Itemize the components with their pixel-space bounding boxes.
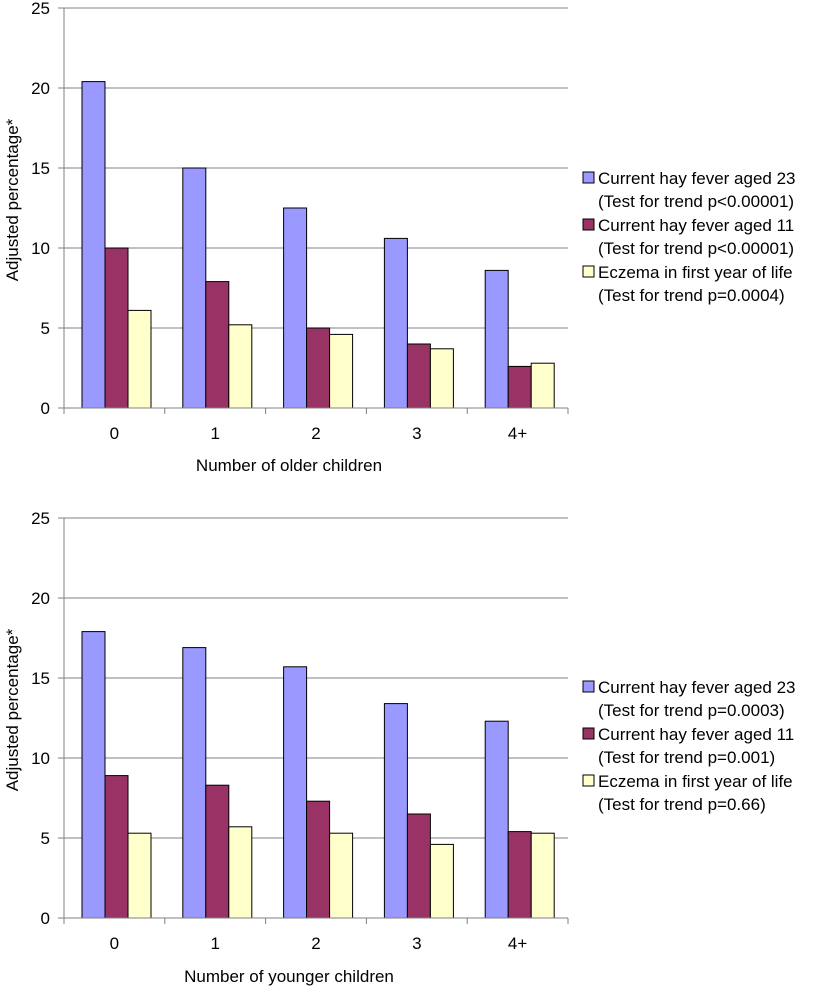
y-tick-label: 15	[31, 159, 50, 178]
y-tick-label: 25	[31, 509, 50, 528]
bar-younger-series3-cat3	[429, 843, 454, 919]
x-tick-label: 4+	[508, 934, 527, 953]
legend-swatch	[582, 727, 595, 740]
bar-older-series2-cat4	[507, 365, 532, 409]
bar-older-series2-cat0	[104, 247, 129, 409]
bar-younger-series2-cat4	[507, 831, 532, 919]
bar-older-series3-cat0	[127, 309, 152, 409]
legend-entry-trend: (Test for trend p=0.0004)	[598, 286, 785, 305]
bar-older-series2-cat3	[406, 343, 431, 409]
y-tick-label: 20	[31, 79, 50, 98]
y-tick-label: 10	[31, 749, 50, 768]
bar-younger-series1-cat2	[283, 666, 308, 919]
legend-entry-name: Current hay fever aged 11	[598, 216, 794, 235]
x-tick-label: 0	[110, 424, 119, 443]
x-tick-label: 1	[210, 934, 219, 953]
bar-older-series1-cat4	[484, 269, 509, 409]
x-tick-label: 1	[210, 424, 219, 443]
legend-entry-name: Eczema in first year of life	[598, 263, 793, 282]
y-tick-label: 25	[31, 0, 50, 18]
y-tick-label: 15	[31, 669, 50, 688]
bar-younger-series1-cat4	[484, 720, 509, 919]
bar-younger-series1-cat3	[383, 703, 408, 919]
x-tick-label: 4+	[508, 424, 527, 443]
legend-swatch	[582, 680, 595, 693]
bar-younger-series3-cat4	[530, 832, 555, 919]
legend-entry-name: Eczema in first year of life	[598, 772, 793, 791]
bar-older-series1-cat3	[383, 237, 408, 409]
legend-entry-trend: (Test for trend p=0.001)	[598, 748, 775, 767]
bar-older-series1-cat0	[81, 81, 106, 409]
legend-entry-name: Current hay fever aged 23	[598, 678, 796, 697]
legend-entry-trend: (Test for trend p<0.00001)	[598, 239, 794, 258]
bar-younger-series2-cat0	[104, 775, 129, 919]
bar-younger-series3-cat1	[228, 826, 253, 919]
x-axis-title: Number of younger children	[184, 967, 394, 986]
bar-older-series1-cat2	[283, 207, 308, 409]
x-tick-label: 3	[412, 934, 421, 953]
bar-younger-series3-cat0	[127, 832, 152, 919]
legend-entry-trend: (Test for trend p=0.0003)	[598, 701, 785, 720]
legend-swatch	[582, 171, 595, 184]
bar-older-series3-cat1	[228, 324, 253, 409]
legend-entry-trend: (Test for trend p<0.00001)	[598, 192, 794, 211]
bar-younger-series1-cat0	[81, 631, 106, 919]
bar-younger-series3-cat2	[329, 832, 354, 919]
y-tick-label: 20	[31, 589, 50, 608]
x-axis-title: Number of older children	[196, 456, 382, 475]
bar-older-series3-cat3	[429, 348, 454, 409]
legend-entry-name: Current hay fever aged 23	[598, 169, 796, 188]
y-axis-title: Adjusted percentage*	[3, 118, 22, 281]
legend-swatch	[582, 265, 595, 278]
y-axis-title: Adjusted percentage*	[3, 628, 22, 791]
bar-younger-series2-cat2	[306, 800, 331, 919]
y-tick-label: 10	[31, 239, 50, 258]
y-tick-label: 0	[41, 909, 50, 928]
bar-older-series2-cat1	[205, 281, 230, 409]
legend-entry-trend: (Test for trend p=0.66)	[598, 795, 766, 814]
y-tick-label: 0	[41, 399, 50, 418]
bar-older-series3-cat2	[329, 333, 354, 409]
y-tick-label: 5	[41, 829, 50, 848]
bar-older-series3-cat4	[530, 362, 555, 409]
bar-older-series1-cat1	[182, 167, 207, 409]
x-tick-label: 0	[110, 934, 119, 953]
legend-swatch	[582, 218, 595, 231]
x-tick-label: 3	[412, 424, 421, 443]
bar-younger-series2-cat3	[406, 813, 431, 919]
x-tick-label: 2	[311, 934, 320, 953]
bar-younger-series1-cat1	[182, 647, 207, 919]
y-tick-label: 5	[41, 319, 50, 338]
bar-older-series2-cat2	[306, 327, 331, 409]
legend-entry-name: Current hay fever aged 11	[598, 725, 794, 744]
legend-swatch	[582, 774, 595, 787]
bar-younger-series2-cat1	[205, 784, 230, 919]
x-tick-label: 2	[311, 424, 320, 443]
